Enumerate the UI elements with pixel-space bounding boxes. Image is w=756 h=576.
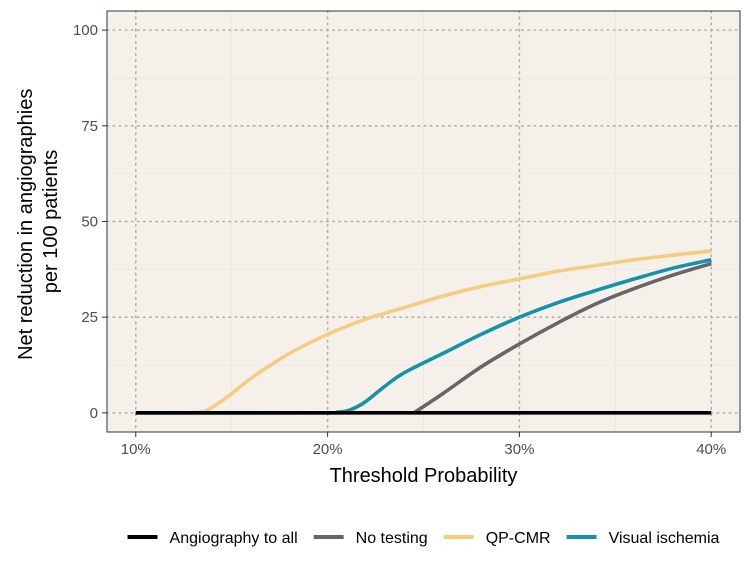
x-tick-label: 40% [696,441,726,458]
legend-label-1: No testing [356,530,428,547]
y-axis-title-line-2: per 100 patients [40,150,62,293]
y-tick-label: 25 [81,309,98,326]
y-tick-label: 100 [73,22,98,39]
x-tick-label: 10% [121,441,151,458]
y-tick-label: 75 [81,118,98,135]
x-tick-label: 30% [504,441,534,458]
legend-label-2: QP-CMR [486,530,551,547]
y-axis-title: Net reduction in angiographies per 100 p… [15,83,62,360]
series-line-1 [412,261,712,415]
y-tick-label: 50 [81,214,98,231]
legend-label-3: Visual ischemia [609,530,720,547]
y-tick-label: 0 [90,405,98,422]
series-line-2 [135,249,712,415]
x-tick-label: 20% [313,441,343,458]
axes: 10% 20% 30% 40% 0 25 50 75 100 [73,22,726,458]
legend-label-0: Angiography to all [170,530,298,547]
series-lines [135,249,712,415]
y-axis-title-line-1: Net reduction in angiographies [15,89,37,360]
x-axis-title: Threshold Probability [330,465,518,487]
legend: Angiography to all No testing QP-CMR Visual… [127,530,720,547]
